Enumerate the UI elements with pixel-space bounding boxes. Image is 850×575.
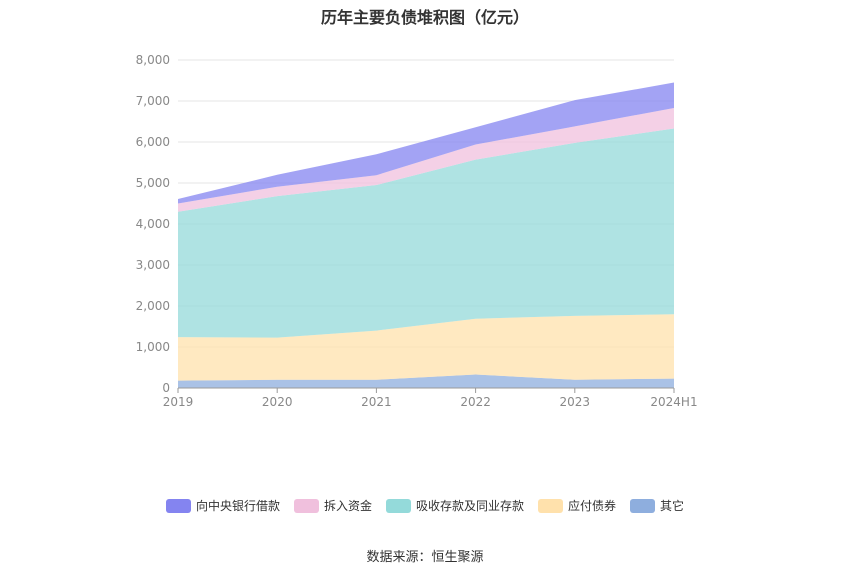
legend-swatch (293, 498, 319, 513)
y-tick-label: 4,000 (136, 217, 170, 231)
legend-swatch (630, 498, 656, 513)
y-tick-label: 7,000 (136, 94, 170, 108)
x-tick-label: 2024H1 (650, 395, 697, 409)
area-series-拆入资金 (178, 107, 674, 212)
legend-label: 应付债券 (568, 499, 617, 513)
y-tick-label: 8,000 (136, 53, 170, 67)
legend-item[interactable]: 其它 (630, 497, 684, 514)
legend-label: 向中央银行借款 (195, 499, 280, 513)
y-tick-label: 2,000 (136, 299, 170, 313)
legend-item[interactable]: 拆入资金 (293, 497, 372, 514)
area-series-吸收存款及同业存款 (178, 128, 674, 338)
area-series-应付债券 (178, 314, 674, 381)
y-tick-label: 3,000 (136, 258, 170, 272)
area-series-其它 (178, 374, 674, 388)
legend-swatch (385, 498, 411, 513)
legend-label: 吸收存款及同业存款 (415, 499, 524, 513)
y-tick-label: 1,000 (136, 340, 170, 354)
x-tick-label: 2019 (163, 395, 194, 409)
x-tick-label: 2020 (262, 395, 293, 409)
legend-label: 其它 (660, 499, 685, 513)
legend-item[interactable]: 吸收存款及同业存款 (385, 497, 524, 514)
data-source: 数据来源：恒生聚源 (366, 550, 484, 565)
legend-item[interactable]: 应付债券 (538, 497, 616, 514)
legend-label: 拆入资金 (323, 499, 372, 513)
chart-title: 历年主要负债堆积图（亿元） (320, 8, 529, 27)
area-series-向中央银行借款 (178, 82, 674, 204)
y-tick-label: 5,000 (136, 176, 170, 190)
x-tick-label: 2021 (361, 395, 392, 409)
x-tick-label: 2023 (560, 395, 591, 409)
y-tick-label: 6,000 (136, 135, 170, 149)
legend: 向中央银行借款 拆入资金 吸收存款及同业存款 应付债券 其它 (0, 497, 850, 514)
x-tick-label: 2022 (460, 395, 491, 409)
axis-layer: 0 1,000 2,000 3,000 4,000 5,000 6,000 7,000 8,00… (136, 53, 698, 409)
area-layer (178, 82, 674, 388)
legend-swatch (165, 498, 191, 513)
y-tick-label: 0 (162, 381, 170, 395)
legend-swatch (538, 498, 563, 513)
stacked-area-chart: 0 1,000 2,000 3,000 4,000 5,000 6,000 7,000 8,00… (136, 53, 698, 409)
legend-item[interactable]: 向中央银行借款 (165, 497, 280, 514)
